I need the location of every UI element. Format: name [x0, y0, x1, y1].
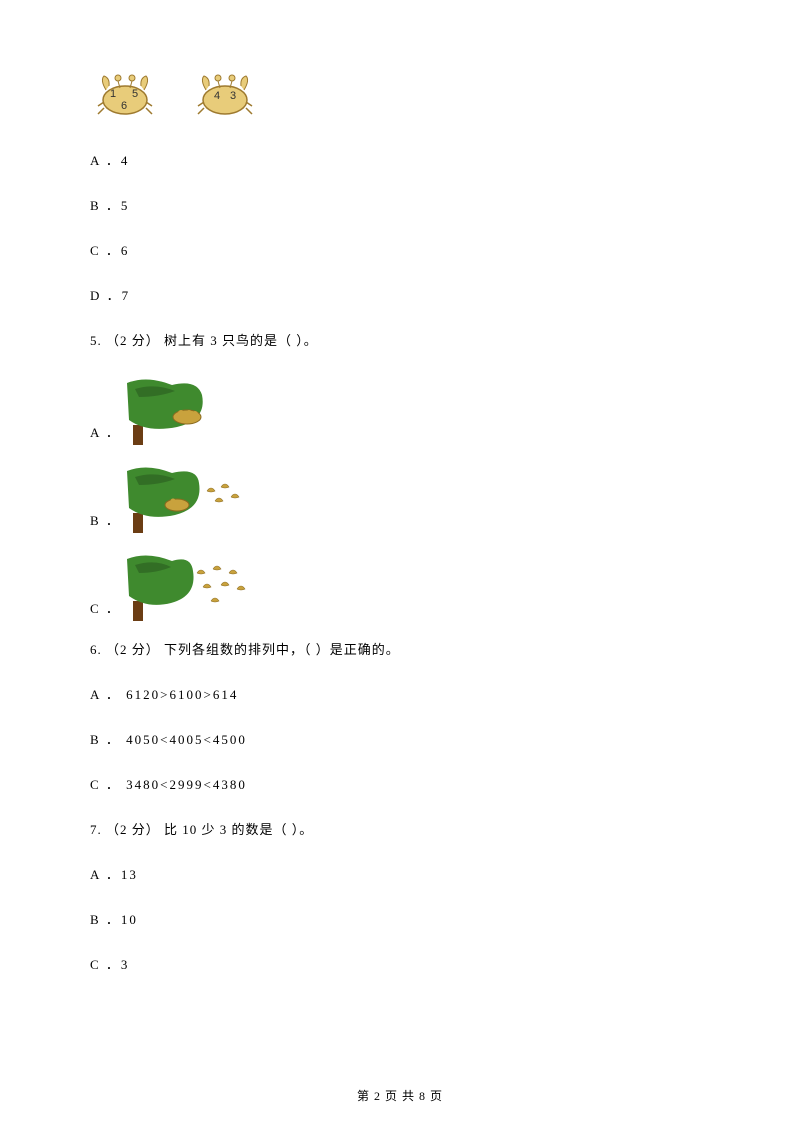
q5-option-a-label: A ． [90, 422, 121, 445]
q4-option-a: A ．4 [90, 150, 710, 169]
q5-stem: 5. （2 分） 树上有 3 只鸟的是（ ）。 [90, 330, 710, 349]
crab-1-numbers: 1 [110, 88, 116, 100]
q5-option-c: C ． [90, 551, 710, 621]
crab-row: 1 5 6 4 3 [90, 70, 710, 118]
q7-option-b: B ．10 [90, 909, 710, 928]
q7-stem: 7. （2 分） 比 10 少 3 的数是（ ）。 [90, 819, 710, 838]
q6-option-c: C ． 3480<2999<4380 [90, 774, 710, 793]
page-footer: 第 2 页 共 8 页 [0, 1087, 800, 1104]
tree-image-b [127, 463, 257, 533]
q4-option-c: C ．6 [90, 240, 710, 259]
q5-option-c-label: C ． [90, 598, 121, 621]
page-content: 1 5 6 4 3 A ．4 B ．5 C ．6 D ．7 5. （2 分） 树… [0, 0, 800, 1039]
q4-option-b: B ．5 [90, 195, 710, 214]
q5-option-b-label: B ． [90, 510, 121, 533]
tree-image-a [127, 375, 257, 445]
crab-2: 4 3 [194, 70, 256, 118]
q4-option-d: D ．7 [90, 285, 710, 304]
tree-image-c [127, 551, 257, 621]
q5-option-b: B ． [90, 463, 710, 533]
q6-stem: 6. （2 分） 下列各组数的排列中，（ ）是正确的。 [90, 639, 710, 658]
q7-option-a: A ．13 [90, 864, 710, 883]
q5-option-a: A ． [90, 375, 710, 445]
crab-2-numbers: 3 [230, 90, 236, 102]
q6-option-a: A ． 6120>6100>614 [90, 684, 710, 703]
crab-2-numbers: 4 [214, 90, 220, 102]
q7-option-c: C ．3 [90, 954, 710, 973]
crab-1: 1 5 6 [94, 70, 156, 118]
q6-option-b: B ． 4050<4005<4500 [90, 729, 710, 748]
crab-1-numbers: 5 [132, 88, 138, 100]
crab-1-numbers: 6 [121, 100, 127, 112]
